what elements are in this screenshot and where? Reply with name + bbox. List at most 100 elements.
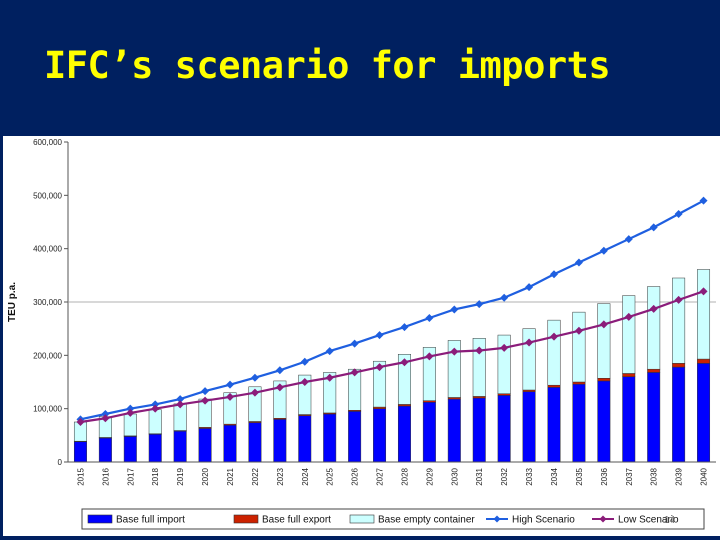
bar-segment: [248, 422, 262, 463]
data-point: [450, 305, 459, 314]
data-point: [350, 368, 359, 377]
legend-label: High Scenario: [512, 515, 575, 526]
x-tick-label: 2016: [101, 467, 110, 485]
bar-segment: [622, 376, 636, 463]
data-point: [201, 387, 210, 396]
bar-segment: [497, 395, 511, 463]
bar-segment: [547, 319, 561, 386]
data-point: [674, 295, 683, 304]
y-tick-label: 300,000: [33, 298, 62, 307]
data-point: [151, 400, 160, 409]
bar-segment: [472, 397, 486, 463]
legend-marker: [599, 515, 607, 523]
data-point: [599, 246, 608, 255]
series-line: [80, 199, 705, 421]
data-point: [226, 380, 234, 389]
data-point: [250, 388, 259, 397]
data-point: [649, 304, 658, 313]
slide-title: IFC’s scenario for imports: [44, 44, 611, 87]
bar-segment: [672, 277, 686, 364]
imports-chart: TEU p.a. 0 100,000 200,000 300,000 400,000 50…: [7, 138, 716, 530]
x-tick-label: 2030: [450, 467, 459, 485]
x-tick-label: 2025: [326, 467, 335, 485]
bar-segment: [572, 311, 586, 383]
x-tick-label: 2034: [550, 467, 559, 485]
bar-segment: [497, 334, 511, 394]
x-tick-label: 2035: [575, 467, 584, 485]
series-line: [80, 290, 704, 424]
data-point: [300, 378, 309, 386]
data-point: [475, 346, 484, 355]
data-point: [550, 332, 558, 341]
data-point: [101, 414, 110, 423]
y-axis-title: TEU p.a.: [7, 282, 18, 322]
data-point: [300, 357, 309, 366]
bar-segment: [422, 347, 436, 401]
data-point: [101, 410, 110, 418]
bar-segment: [273, 419, 287, 463]
x-tick-label: 2029: [425, 467, 434, 485]
data-point: [649, 223, 658, 232]
x-tick-label: 2028: [400, 467, 409, 485]
bar-segment: [397, 354, 411, 405]
bar-segment: [73, 441, 87, 463]
bar-segment: [198, 428, 212, 463]
bar-segment: [547, 387, 561, 463]
data-point: [126, 408, 135, 417]
data-point: [500, 343, 509, 352]
x-tick-label: 2038: [650, 467, 659, 485]
x-tick-label: 2024: [301, 467, 310, 485]
legend-swatch: [349, 514, 375, 524]
data-point: [250, 373, 259, 382]
data-point: [400, 358, 409, 367]
page-number: 14: [664, 515, 676, 526]
data-point: [525, 338, 534, 347]
data-point: [176, 395, 185, 404]
x-tick-label: 2032: [500, 467, 509, 485]
bar-segment: [522, 328, 536, 391]
bar-segment: [397, 405, 411, 463]
x-tick-label: 2023: [276, 467, 285, 485]
legend-label: Base empty container: [378, 515, 475, 526]
data-point: [400, 323, 409, 332]
data-point: [350, 339, 359, 348]
bar-segment: [123, 436, 137, 463]
data-point: [425, 314, 434, 322]
data-point: [425, 352, 434, 361]
bar-segment: [323, 413, 337, 463]
bar-segment: [248, 386, 262, 422]
y-tick-label: 400,000: [33, 245, 62, 254]
x-tick-label: 2031: [475, 467, 484, 485]
x-tick-label: 2015: [76, 467, 85, 485]
bar-segment: [697, 363, 711, 463]
x-tick-label: 2017: [126, 467, 135, 485]
bar-segment: [298, 374, 312, 415]
legend-label: Base full export: [262, 515, 331, 526]
bar-segment: [547, 384, 561, 388]
legend-marker: [493, 515, 501, 523]
bar-segment: [647, 286, 661, 370]
x-tick-label: 2039: [675, 467, 684, 485]
data-point: [574, 326, 583, 335]
bar-segment: [273, 380, 287, 419]
data-point: [674, 210, 683, 218]
x-tick-label: 2022: [251, 467, 260, 485]
data-point: [500, 293, 509, 302]
bar-segment: [647, 368, 661, 373]
bar-segment: [697, 358, 711, 364]
bar-segment: [148, 434, 162, 463]
data-point: [151, 404, 160, 413]
data-point: [226, 392, 234, 401]
data-point: [699, 287, 708, 296]
bar-segment: [672, 366, 686, 463]
y-tick-label: 600,000: [33, 138, 62, 147]
bar-segment: [647, 372, 661, 463]
data-point: [325, 347, 334, 356]
data-point: [599, 320, 608, 329]
y-tick-label: 200,000: [33, 351, 62, 360]
data-point: [550, 270, 558, 279]
bar-segment: [597, 378, 611, 382]
data-point: [126, 404, 135, 413]
slide-header: IFC’s scenario for imports: [0, 0, 720, 136]
bar-segment: [447, 340, 461, 398]
